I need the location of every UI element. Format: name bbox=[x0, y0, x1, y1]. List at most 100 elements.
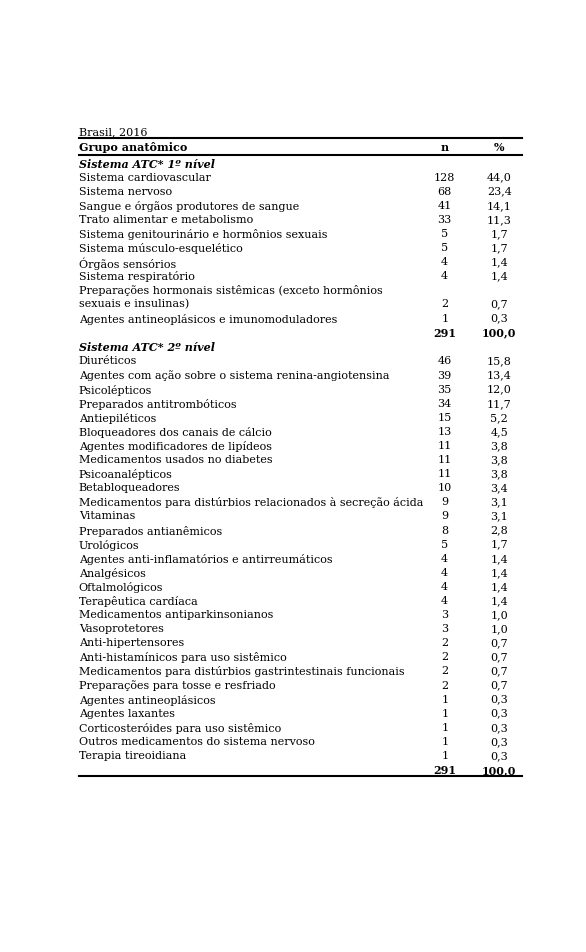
Text: Sistema ATC* 1º nível: Sistema ATC* 1º nível bbox=[79, 158, 214, 169]
Text: 1,4: 1,4 bbox=[490, 257, 508, 267]
Text: 3,8: 3,8 bbox=[490, 468, 508, 479]
Text: Brasil, 2016: Brasil, 2016 bbox=[79, 127, 147, 137]
Text: Sistema ATC* 2º nível: Sistema ATC* 2º nível bbox=[79, 342, 214, 353]
Text: 35: 35 bbox=[438, 385, 452, 394]
Text: 14,1: 14,1 bbox=[487, 201, 512, 210]
Text: Agentes modificadores de lipídeos: Agentes modificadores de lipídeos bbox=[79, 441, 272, 451]
Text: 10: 10 bbox=[438, 483, 452, 493]
Text: 11: 11 bbox=[438, 455, 452, 465]
Text: 3: 3 bbox=[441, 609, 448, 620]
Text: 4: 4 bbox=[441, 257, 448, 267]
Text: 4: 4 bbox=[441, 553, 448, 564]
Text: 1,7: 1,7 bbox=[490, 539, 508, 549]
Text: 2: 2 bbox=[441, 680, 448, 690]
Text: Psicoanalépticos: Psicoanalépticos bbox=[79, 468, 172, 480]
Text: Vitaminas: Vitaminas bbox=[79, 511, 135, 521]
Text: Preparados antianêmicos: Preparados antianêmicos bbox=[79, 525, 222, 536]
Text: Sistema músculo-esquelético: Sistema músculo-esquelético bbox=[79, 243, 243, 254]
Text: Medicamentos usados no diabetes: Medicamentos usados no diabetes bbox=[79, 455, 272, 465]
Text: 5: 5 bbox=[441, 228, 448, 239]
Text: Terapêutica cardíaca: Terapêutica cardíaca bbox=[79, 595, 197, 606]
Text: 0,3: 0,3 bbox=[490, 722, 508, 732]
Text: Terapia tireoidiana: Terapia tireoidiana bbox=[79, 750, 186, 761]
Text: Corticosteróides para uso sistêmico: Corticosteróides para uso sistêmico bbox=[79, 722, 281, 733]
Text: Grupo anatômico: Grupo anatômico bbox=[79, 142, 187, 152]
Text: Órgãos sensórios: Órgãos sensórios bbox=[79, 257, 176, 269]
Text: 39: 39 bbox=[438, 370, 452, 380]
Text: 3,4: 3,4 bbox=[490, 483, 508, 493]
Text: Sistema genitourinário e hormônios sexuais: Sistema genitourinário e hormônios sexua… bbox=[79, 228, 327, 240]
Text: 2,8: 2,8 bbox=[490, 525, 508, 535]
Text: Bloqueadores dos canais de cálcio: Bloqueadores dos canais de cálcio bbox=[79, 426, 271, 438]
Text: 128: 128 bbox=[434, 172, 455, 183]
Text: 0,3: 0,3 bbox=[490, 736, 508, 746]
Text: 68: 68 bbox=[438, 187, 452, 196]
Text: Sistema respiratório: Sistema respiratório bbox=[79, 271, 195, 282]
Text: 0,3: 0,3 bbox=[490, 313, 508, 323]
Text: 3,1: 3,1 bbox=[490, 511, 508, 521]
Text: Anti-histamínicos para uso sistêmico: Anti-histamínicos para uso sistêmico bbox=[79, 652, 287, 663]
Text: 1,4: 1,4 bbox=[490, 567, 508, 577]
Text: 1,4: 1,4 bbox=[490, 582, 508, 591]
Text: 15: 15 bbox=[438, 412, 452, 423]
Text: 1,4: 1,4 bbox=[490, 595, 508, 605]
Text: 4: 4 bbox=[441, 595, 448, 605]
Text: n: n bbox=[441, 142, 449, 152]
Text: 11: 11 bbox=[438, 468, 452, 479]
Text: Agentes laxantes: Agentes laxantes bbox=[79, 708, 175, 718]
Text: Outros medicamentos do sistema nervoso: Outros medicamentos do sistema nervoso bbox=[79, 736, 315, 746]
Text: 15,8: 15,8 bbox=[487, 356, 512, 367]
Text: 1,4: 1,4 bbox=[490, 553, 508, 564]
Text: 44,0: 44,0 bbox=[487, 172, 512, 183]
Text: 1: 1 bbox=[441, 313, 448, 323]
Text: 0,3: 0,3 bbox=[490, 694, 508, 704]
Text: Urológicos: Urológicos bbox=[79, 539, 139, 550]
Text: Medicamentos para distúrbios relacionados à secreção ácida: Medicamentos para distúrbios relacionado… bbox=[79, 497, 423, 507]
Text: Agentes antineoplásicos e imunomoduladores: Agentes antineoplásicos e imunomodulador… bbox=[79, 313, 337, 325]
Text: 3,1: 3,1 bbox=[490, 497, 508, 506]
Text: 11,3: 11,3 bbox=[487, 214, 512, 225]
Text: 5,2: 5,2 bbox=[490, 412, 508, 423]
Text: 1,4: 1,4 bbox=[490, 271, 508, 281]
Text: Diuréticos: Diuréticos bbox=[79, 356, 137, 367]
Text: Vasoprotetores: Vasoprotetores bbox=[79, 624, 163, 633]
Text: 5: 5 bbox=[441, 539, 448, 549]
Text: Medicamentos antiparkinsonianos: Medicamentos antiparkinsonianos bbox=[79, 609, 273, 620]
Text: 0,7: 0,7 bbox=[490, 298, 508, 308]
Text: 13: 13 bbox=[438, 426, 452, 436]
Text: Preparados antitrombóticos: Preparados antitrombóticos bbox=[79, 398, 236, 409]
Text: 11,7: 11,7 bbox=[487, 398, 512, 408]
Text: Agentes antineoplásicos: Agentes antineoplásicos bbox=[79, 694, 215, 704]
Text: Trato alimentar e metabolismo: Trato alimentar e metabolismo bbox=[79, 214, 253, 225]
Text: 0,7: 0,7 bbox=[490, 638, 508, 647]
Text: 0,7: 0,7 bbox=[490, 665, 508, 676]
Text: 1,0: 1,0 bbox=[490, 624, 508, 633]
Text: Sangue e órgãos produtores de sangue: Sangue e órgãos produtores de sangue bbox=[79, 201, 299, 211]
Text: 291: 291 bbox=[433, 764, 456, 775]
Text: 9: 9 bbox=[441, 511, 448, 521]
Text: 2: 2 bbox=[441, 665, 448, 676]
Text: Preparações hormonais sistêmicas (exceto hormônios: Preparações hormonais sistêmicas (exceto… bbox=[79, 285, 383, 296]
Text: 1: 1 bbox=[441, 750, 448, 761]
Text: 2: 2 bbox=[441, 638, 448, 647]
Text: Sistema nervoso: Sistema nervoso bbox=[79, 187, 172, 196]
Text: Oftalmológicos: Oftalmológicos bbox=[79, 582, 163, 592]
Text: 4: 4 bbox=[441, 271, 448, 281]
Text: Sistema cardiovascular: Sistema cardiovascular bbox=[79, 172, 210, 183]
Text: 2: 2 bbox=[441, 298, 448, 308]
Text: 1: 1 bbox=[441, 708, 448, 718]
Text: 1: 1 bbox=[441, 694, 448, 704]
Text: 0,3: 0,3 bbox=[490, 750, 508, 761]
Text: 1: 1 bbox=[441, 736, 448, 746]
Text: 2: 2 bbox=[441, 652, 448, 662]
Text: Preparações para tosse e resfriado: Preparações para tosse e resfriado bbox=[79, 680, 275, 690]
Text: 4,5: 4,5 bbox=[490, 426, 508, 436]
Text: Betabloqueadores: Betabloqueadores bbox=[79, 483, 180, 493]
Text: 23,4: 23,4 bbox=[487, 187, 512, 196]
Text: 12,0: 12,0 bbox=[487, 385, 512, 394]
Text: 8: 8 bbox=[441, 525, 448, 535]
Text: sexuais e insulinas): sexuais e insulinas) bbox=[79, 299, 189, 309]
Text: 13,4: 13,4 bbox=[487, 370, 512, 380]
Text: 41: 41 bbox=[438, 201, 452, 210]
Text: 34: 34 bbox=[438, 398, 452, 408]
